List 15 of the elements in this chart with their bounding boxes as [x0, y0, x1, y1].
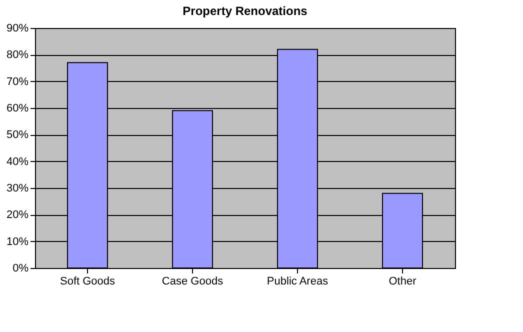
x-tick-label: Public Areas — [266, 276, 329, 288]
y-tick-label: 30% — [6, 182, 29, 194]
y-tick-label: 70% — [6, 76, 29, 88]
chart-title: Property Renovations — [182, 4, 308, 18]
y-tick-label: 0% — [12, 262, 29, 274]
y-tick-label: 80% — [6, 49, 29, 62]
y-tick-label: 10% — [6, 236, 29, 248]
y-tick-label: 60% — [6, 102, 29, 114]
y-tick-label: 20% — [6, 209, 29, 222]
y-tick-label: 90% — [6, 22, 29, 34]
y-tick-label: 40% — [6, 156, 29, 168]
x-tick-label: Case Goods — [162, 276, 224, 288]
x-tick-label: Soft Goods — [60, 276, 116, 288]
x-tick-label: Other — [388, 276, 417, 288]
y-tick-label: 50% — [6, 129, 29, 142]
